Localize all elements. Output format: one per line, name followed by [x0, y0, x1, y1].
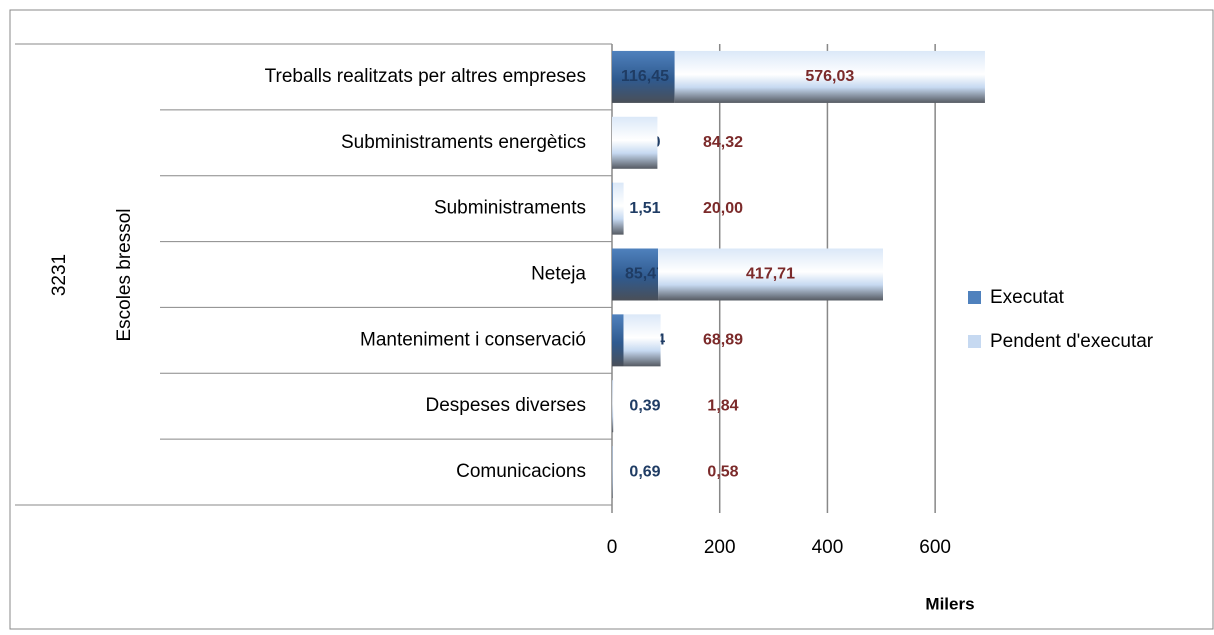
x-tick-label: 600 — [919, 537, 951, 558]
data-label: 576,03 — [805, 68, 854, 85]
x-tick-label: 200 — [704, 537, 736, 558]
bar-segment — [612, 117, 657, 169]
group-label: 3231 — [49, 254, 70, 296]
y-tick-label: Treballs realitzats per altres empreses — [265, 66, 586, 87]
data-label: 0,69 — [629, 463, 660, 480]
bar-segment — [612, 314, 623, 366]
group-label: Escoles bressol — [114, 208, 135, 341]
legend-label: Pendent d'executar — [990, 331, 1154, 352]
bar-segment — [623, 314, 660, 366]
y-tick-label: Comunicacions — [456, 461, 586, 482]
legend-label: Executat — [990, 287, 1065, 308]
y-tick-label: Subministraments — [434, 198, 586, 219]
bar-segment — [613, 183, 624, 235]
data-label: 20,00 — [703, 200, 743, 217]
data-label: 1,84 — [707, 397, 738, 414]
data-label: 417,71 — [746, 266, 795, 283]
bar-segment — [612, 380, 613, 432]
legend-swatch — [968, 291, 981, 304]
y-tick-label: Subministraments energètics — [341, 132, 586, 153]
y-tick-label: Manteniment i conservació — [360, 329, 586, 350]
x-tick-label: 0 — [607, 537, 618, 558]
data-label: 68,89 — [703, 332, 743, 349]
bar-segment — [612, 183, 613, 235]
data-label: 116,45 — [621, 68, 669, 85]
data-label: 0,58 — [707, 463, 738, 480]
data-label: 1,51 — [629, 200, 660, 217]
data-label: 84,32 — [703, 134, 743, 151]
y-tick-label: Despeses diverses — [425, 395, 586, 416]
x-axis-label: Milers — [925, 594, 974, 613]
legend-swatch — [968, 335, 981, 348]
x-tick-label: 400 — [812, 537, 844, 558]
data-label: 0,39 — [629, 397, 660, 414]
y-tick-label: Neteja — [531, 264, 586, 285]
